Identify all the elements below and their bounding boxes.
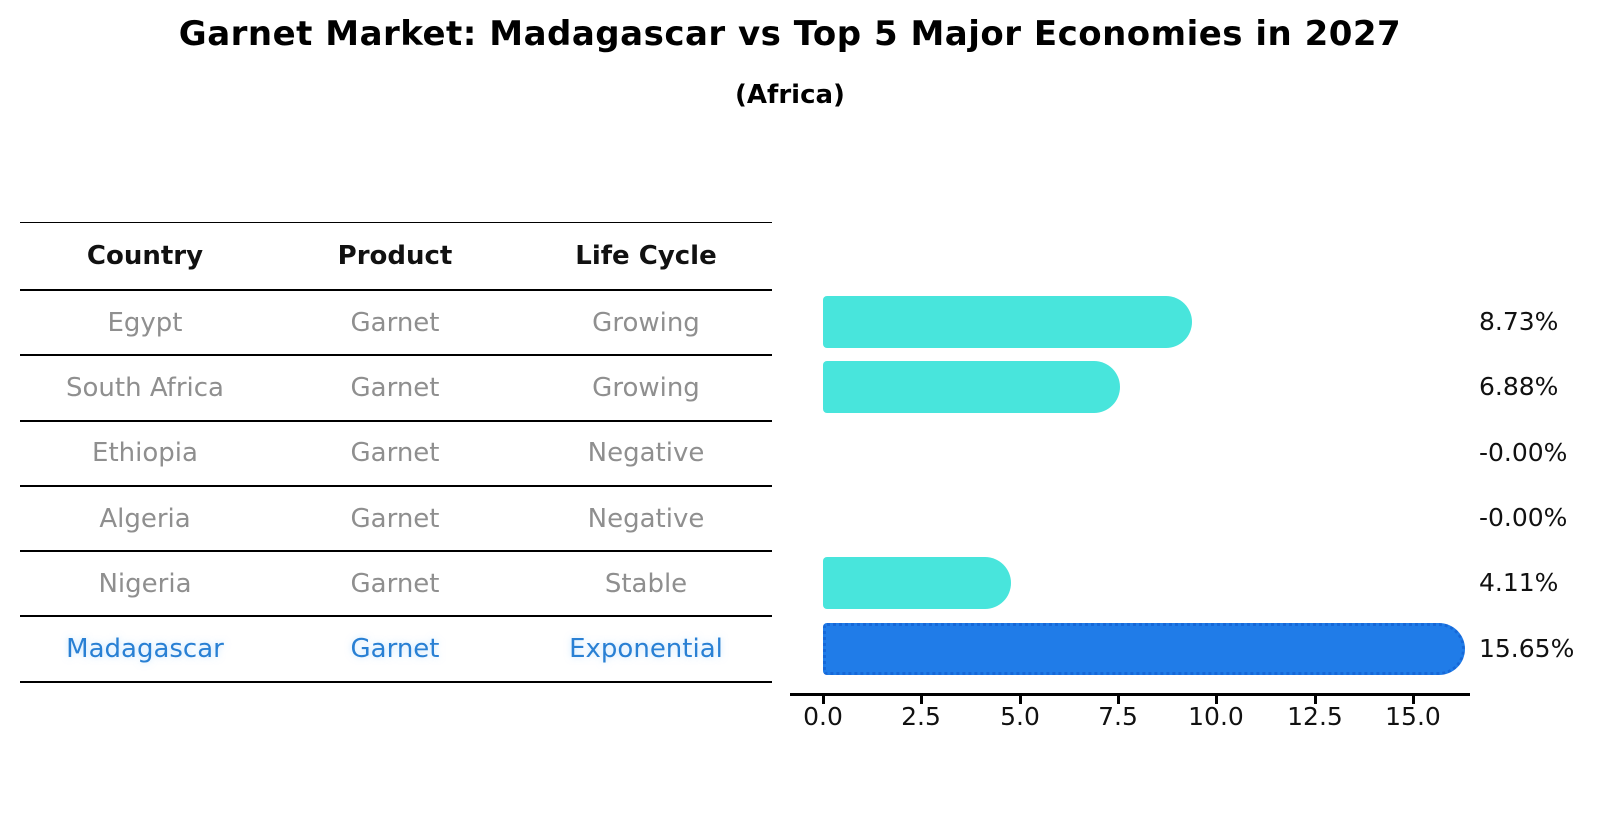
chart-subtitle: (Africa) [735,80,845,110]
x-axis-tick [1117,695,1120,704]
x-axis-tick-label: 12.5 [1287,702,1343,731]
x-axis-tick-label: 7.5 [1098,702,1138,731]
x-axis-tick [822,695,825,704]
x-axis-tick-label: 2.5 [901,702,941,731]
cell-lifecycle: Negative [587,503,705,534]
cell-product: Garnet [350,634,440,665]
cell-lifecycle: Exponential [569,634,723,665]
cell-country: South Africa [66,372,224,403]
table-row: South Africa Garnet Growing [20,356,772,422]
column-header-product: Product [337,241,453,271]
x-axis-tick [1412,695,1415,704]
cell-lifecycle: Stable [604,568,688,599]
bar-value-label: -0.00% [1479,438,1568,467]
bar-value-label: 15.65% [1479,634,1575,663]
table-header-row: Country Product Life Cycle [20,223,772,291]
cell-product: Garnet [350,438,440,469]
cell-country: Nigeria [98,568,192,599]
bar-madagascar [823,623,1465,675]
x-axis-tick [920,695,923,704]
column-header-lifecycle: Life Cycle [575,241,717,271]
x-axis-tick [1019,695,1022,704]
x-axis-tick-label: 5.0 [1000,702,1040,731]
x-axis-tick-label: 10.0 [1188,702,1244,731]
cell-product: Garnet [350,503,440,534]
cell-country: Madagascar [66,634,224,665]
chart-title: Garnet Market: Madagascar vs Top 5 Major… [178,14,1402,54]
column-header-country: Country [86,241,204,271]
cell-country: Algeria [99,503,191,534]
bar-value-label: -0.00% [1479,503,1568,532]
x-axis-tick-label: 0.0 [803,702,843,731]
bar-value-label: 4.11% [1479,568,1559,597]
cell-product: Garnet [350,307,440,338]
cell-product: Garnet [350,568,440,599]
x-axis-tick-label: 15.0 [1385,702,1441,731]
cell-lifecycle: Negative [587,438,705,469]
bar-south-africa [823,361,1120,413]
table-row: Ethiopia Garnet Negative [20,422,772,487]
x-axis-line [790,693,1470,696]
x-axis-tick [1215,695,1218,704]
cell-lifecycle: Growing [592,307,700,338]
table-row: Egypt Garnet Growing [20,291,772,357]
x-axis-tick [1314,695,1317,704]
table-row: Nigeria Garnet Stable [20,552,772,618]
cell-lifecycle: Growing [592,372,700,403]
cell-country: Ethiopia [92,438,198,469]
cell-country: Egypt [107,307,183,338]
bar-value-label: 8.73% [1479,307,1559,336]
country-table: Country Product Life Cycle Egypt Garnet … [20,222,772,683]
cell-product: Garnet [350,372,440,403]
bar-egypt [823,296,1192,348]
bar-value-label: 6.88% [1479,372,1559,401]
table-row: Algeria Garnet Negative [20,487,772,553]
table-row-madagascar: Madagascar Garnet Exponential [20,617,772,683]
bar-nigeria [823,557,1011,609]
